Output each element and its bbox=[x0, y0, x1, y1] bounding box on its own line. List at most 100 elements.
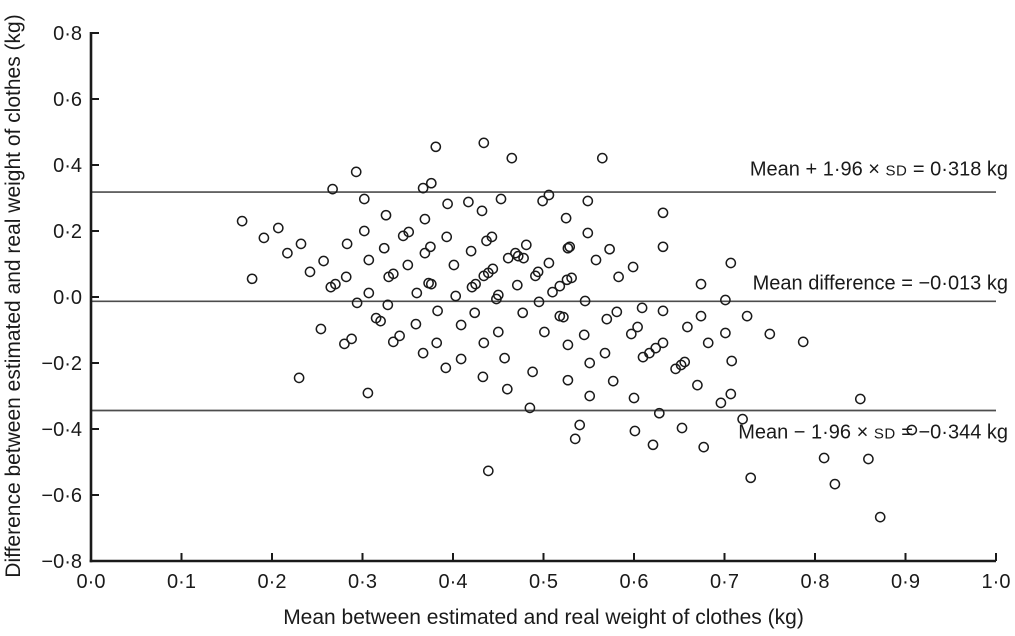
data-point bbox=[562, 242, 574, 254]
y-tick-label: 0·6 bbox=[53, 89, 82, 111]
y-tick-label: 0·0 bbox=[53, 287, 82, 309]
data-point bbox=[657, 305, 669, 317]
data-point bbox=[829, 478, 841, 490]
x-tick-label: 0·2 bbox=[258, 571, 287, 593]
data-point bbox=[720, 327, 731, 339]
data-point bbox=[402, 259, 414, 271]
data-point bbox=[647, 439, 659, 451]
data-point bbox=[797, 336, 809, 348]
x-tick-label: 0·0 bbox=[77, 571, 106, 593]
y-tick-label: −0·2 bbox=[41, 353, 82, 375]
data-point bbox=[293, 372, 305, 384]
data-point bbox=[327, 183, 338, 195]
data-point bbox=[318, 255, 329, 267]
data-point bbox=[236, 215, 248, 227]
data-point bbox=[425, 177, 437, 189]
data-point bbox=[455, 353, 467, 365]
data-point bbox=[363, 287, 375, 299]
data-point bbox=[442, 198, 453, 210]
data-point bbox=[246, 273, 258, 285]
data-point bbox=[511, 279, 523, 291]
data-point bbox=[854, 393, 866, 405]
data-point bbox=[417, 182, 429, 194]
y-tick-label: 0·8 bbox=[53, 23, 82, 45]
data-point bbox=[346, 333, 357, 345]
data-point bbox=[517, 307, 529, 319]
data-point bbox=[527, 366, 538, 378]
data-point bbox=[325, 281, 337, 293]
x-tick-label: 0·8 bbox=[801, 571, 830, 593]
data-point bbox=[543, 257, 555, 269]
y-tick-label: −0·4 bbox=[41, 419, 82, 441]
data-point bbox=[380, 209, 392, 221]
data-point bbox=[431, 337, 443, 349]
data-point bbox=[715, 397, 727, 409]
data-point bbox=[692, 379, 703, 391]
data-point bbox=[578, 329, 590, 341]
data-point bbox=[411, 287, 423, 299]
mean-difference-label-text: Mean difference = −0·013 kg bbox=[752, 272, 1008, 295]
data-point bbox=[477, 371, 489, 383]
data-point bbox=[906, 424, 918, 436]
data-point bbox=[764, 328, 776, 340]
data-point bbox=[478, 337, 490, 349]
upper-loa-label: Mean + 1·96 × SD = 0·318 kg bbox=[750, 159, 1008, 182]
data-point bbox=[425, 241, 436, 253]
data-point bbox=[579, 295, 591, 307]
data-point bbox=[387, 336, 399, 348]
data-point bbox=[501, 383, 513, 395]
data-point bbox=[584, 357, 596, 369]
data-point bbox=[491, 293, 502, 305]
data-point bbox=[512, 250, 524, 262]
data-point bbox=[478, 270, 490, 282]
data-point bbox=[695, 278, 707, 290]
data-point bbox=[465, 245, 477, 257]
data-point bbox=[725, 388, 737, 400]
data-point bbox=[455, 319, 467, 331]
data-point bbox=[682, 321, 693, 333]
data-point bbox=[419, 247, 431, 259]
data-point bbox=[417, 347, 429, 359]
data-point bbox=[874, 511, 886, 523]
data-point bbox=[351, 297, 363, 309]
lower-loa-label-suffix: = −0·344 kg bbox=[895, 421, 1008, 444]
data-point bbox=[611, 306, 623, 318]
data-point bbox=[258, 232, 270, 244]
data-point bbox=[818, 452, 830, 464]
data-point bbox=[726, 355, 738, 367]
data-point bbox=[582, 227, 594, 239]
data-point bbox=[636, 302, 648, 314]
data-point bbox=[362, 387, 374, 399]
y-tick-label: 0·4 bbox=[53, 155, 82, 177]
data-point bbox=[419, 213, 431, 225]
data-point bbox=[737, 413, 748, 425]
upper-loa-label-sd: SD bbox=[885, 162, 908, 180]
data-point bbox=[533, 296, 545, 308]
data-point bbox=[476, 205, 488, 217]
data-point bbox=[524, 402, 536, 414]
x-tick-label: 1·0 bbox=[982, 571, 1011, 593]
y-tick-label: −0·6 bbox=[41, 485, 82, 507]
x-tick-label: 0·1 bbox=[167, 571, 196, 593]
data-point bbox=[679, 356, 691, 368]
data-point bbox=[863, 453, 874, 465]
data-point bbox=[272, 222, 284, 234]
data-point bbox=[506, 152, 518, 164]
data-point bbox=[637, 351, 649, 363]
data-point bbox=[574, 419, 586, 431]
data-point bbox=[463, 196, 474, 208]
data-point bbox=[650, 342, 662, 354]
data-point bbox=[495, 193, 507, 205]
x-tick-label: 0·3 bbox=[348, 571, 377, 593]
data-point bbox=[387, 268, 399, 280]
data-point bbox=[382, 299, 394, 311]
data-point bbox=[695, 310, 707, 322]
data-point bbox=[628, 392, 640, 404]
data-point bbox=[564, 241, 576, 253]
data-point bbox=[537, 195, 548, 207]
data-point bbox=[448, 259, 460, 271]
data-point bbox=[295, 238, 307, 250]
data-point bbox=[358, 193, 370, 205]
